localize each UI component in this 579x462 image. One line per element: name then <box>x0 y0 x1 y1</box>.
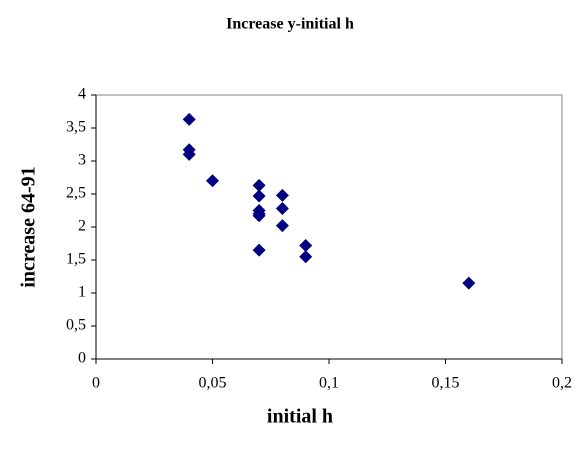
data-point <box>182 112 196 126</box>
chart-title: Increase y-initial h <box>226 16 354 33</box>
y-tick-label: 0,5 <box>66 317 86 334</box>
data-point <box>275 202 289 216</box>
data-point <box>206 174 219 188</box>
y-tick-label: 2,5 <box>66 185 86 202</box>
x-axis-label: initial h <box>267 406 333 428</box>
y-tick-label: 0 <box>78 350 86 367</box>
y-tick-label: 3 <box>78 152 86 169</box>
y-tick-label: 1,5 <box>66 251 86 268</box>
plot-area <box>95 94 563 360</box>
data-point <box>252 178 266 192</box>
data-point <box>252 189 266 203</box>
x-tick-label: 0,05 <box>199 375 227 392</box>
data-point <box>182 147 196 161</box>
y-tick-label: 3,5 <box>66 119 86 136</box>
data-point <box>462 276 476 290</box>
data-point <box>299 238 313 252</box>
data-point <box>252 209 266 223</box>
x-tick-label: 0 <box>92 375 100 392</box>
x-tick-label: 0,1 <box>319 375 339 392</box>
data-point <box>275 219 289 233</box>
data-point <box>275 188 289 202</box>
y-tick-label: 1 <box>78 284 86 301</box>
data-point <box>299 250 313 264</box>
x-tick-label: 0,15 <box>432 375 460 392</box>
x-tick-label: 0,2 <box>552 375 572 392</box>
y-axis-label: increase 64-91 <box>18 166 40 287</box>
data-point <box>252 243 266 257</box>
y-tick-label: 4 <box>78 86 86 103</box>
y-tick-label: 2 <box>78 218 86 235</box>
